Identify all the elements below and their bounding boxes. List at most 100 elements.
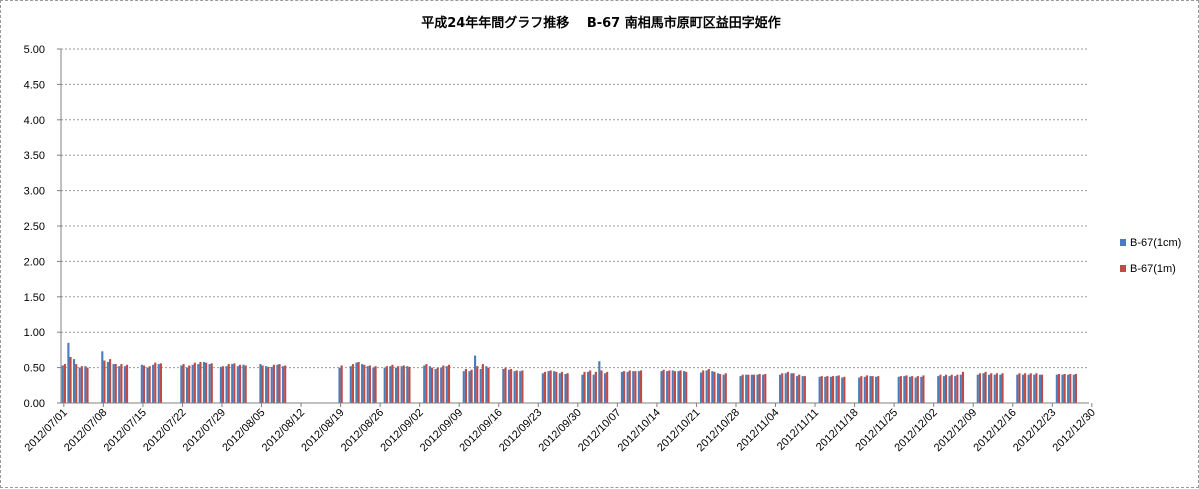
bar-1cm-60 (400, 366, 403, 403)
bar-1m-107 (668, 370, 671, 403)
bar-1cm-141 (858, 377, 861, 403)
bar-1m-152 (922, 375, 925, 403)
bar-1cm-102 (637, 371, 640, 403)
bar-1cm-74 (479, 369, 482, 403)
y-tick-label-0: 0.00 (24, 398, 45, 410)
bar-1m-23 (193, 362, 196, 403)
bar-1m-178 (1069, 373, 1072, 403)
bar-1cm-0 (61, 365, 64, 403)
bar-1cm-78 (502, 369, 505, 403)
y-tick-label-1: 0.50 (24, 363, 45, 375)
bar-1cm-61 (406, 366, 409, 403)
bar-1m-26 (210, 363, 213, 403)
bar-1cm-148 (897, 376, 900, 403)
bar-1m-10 (120, 364, 123, 403)
bar-1cm-164 (988, 374, 991, 403)
bar-1cm-89 (564, 373, 567, 403)
bar-1cm-15 (146, 367, 149, 403)
bar-1m-92 (583, 371, 586, 403)
bar-1m-121 (747, 374, 750, 403)
bar-1m-79 (510, 369, 513, 403)
bar-1cm-9 (112, 364, 115, 403)
bar-1cm-179 (1072, 374, 1075, 403)
bar-1m-73 (476, 366, 479, 403)
bar-1cm-37 (270, 366, 273, 403)
bar-1cm-81 (519, 371, 522, 403)
bar-1cm-88 (558, 373, 561, 403)
legend-swatch-1 (1120, 265, 1126, 272)
bar-1cm-96 (603, 373, 607, 403)
bar-1cm-53 (361, 364, 364, 403)
bar-1cm-51 (349, 366, 352, 403)
bar-1cm-131 (801, 376, 804, 403)
bar-1m-176 (1057, 373, 1061, 403)
bar-1m-72 (470, 369, 473, 403)
bar-1m-173 (1040, 374, 1044, 403)
bar-1m-36 (267, 366, 270, 403)
bar-1m-130 (798, 374, 801, 403)
bar-1m-80 (515, 370, 518, 403)
bar-1m-0 (63, 364, 66, 403)
bar-1cm-26 (208, 364, 211, 403)
bar-1cm-24 (197, 364, 200, 403)
bar-1cm-138 (841, 377, 844, 403)
bar-1m-149 (905, 375, 908, 403)
bar-1m-99 (623, 371, 626, 403)
x-tick-label-18: 2012/11/04 (735, 407, 782, 454)
bar-1m-165 (995, 373, 998, 403)
bar-1cm-169 (1016, 374, 1019, 403)
bar-1m-109 (679, 370, 682, 403)
bar-1cm-23 (191, 364, 194, 403)
bar-1cm-4 (84, 366, 87, 403)
bar-1m-106 (662, 369, 665, 403)
bar-1m-164 (990, 373, 993, 403)
bar-1cm-73 (474, 355, 477, 403)
bar-1cm-93 (586, 371, 590, 403)
bar-1cm-155 (937, 376, 940, 403)
bar-1cm-16 (152, 364, 155, 403)
bar-1cm-100 (626, 371, 629, 403)
bar-1m-141 (860, 376, 863, 403)
bar-1m-179 (1074, 373, 1078, 403)
bar-1cm-59 (394, 367, 398, 403)
bar-1cm-1 (67, 342, 70, 403)
bar-1m-16 (154, 362, 157, 403)
bar-1cm-163 (982, 373, 985, 403)
bar-1m-55 (374, 366, 377, 403)
y-tick-label-2: 1.00 (24, 327, 45, 339)
bar-1m-131 (803, 376, 806, 403)
bar-1cm-72 (468, 371, 471, 403)
bar-1cm-165 (993, 374, 996, 403)
bar-1m-71 (464, 369, 468, 403)
bar-1m-24 (199, 361, 202, 403)
bar-1cm-101 (632, 371, 635, 403)
bar-1cm-149 (903, 376, 906, 403)
bar-1cm-39 (281, 366, 285, 403)
y-tick-label-8: 4.00 (24, 115, 45, 127)
bar-1m-9 (114, 364, 117, 403)
bar-1cm-130 (795, 376, 799, 403)
bar-1cm-17 (157, 364, 160, 403)
legend: B-67(1cm) B-67(1m) (1120, 237, 1181, 275)
bar-1m-137 (837, 375, 840, 403)
bar-1cm-21 (180, 365, 183, 403)
bar-1m-21 (182, 364, 185, 403)
bar-1cm-65 (428, 366, 431, 403)
bar-1cm-151 (914, 377, 917, 403)
bar-1m-39 (284, 365, 287, 403)
bar-1m-93 (589, 370, 592, 403)
legend-label-1: B-67(1m) (1130, 263, 1176, 275)
bar-1m-148 (899, 376, 902, 403)
bar-1m-4 (86, 367, 89, 403)
bar-1m-166 (1001, 373, 1004, 403)
bar-1cm-162 (976, 374, 979, 403)
bar-1cm-64 (423, 365, 426, 403)
bar-1m-59 (397, 366, 400, 403)
bar-1m-30 (233, 363, 236, 403)
bar-1m-53 (363, 364, 366, 403)
bar-1m-102 (639, 370, 643, 403)
bar-1cm-32 (242, 364, 245, 403)
bar-1m-123 (758, 373, 761, 403)
bar-1cm-158 (954, 376, 957, 403)
